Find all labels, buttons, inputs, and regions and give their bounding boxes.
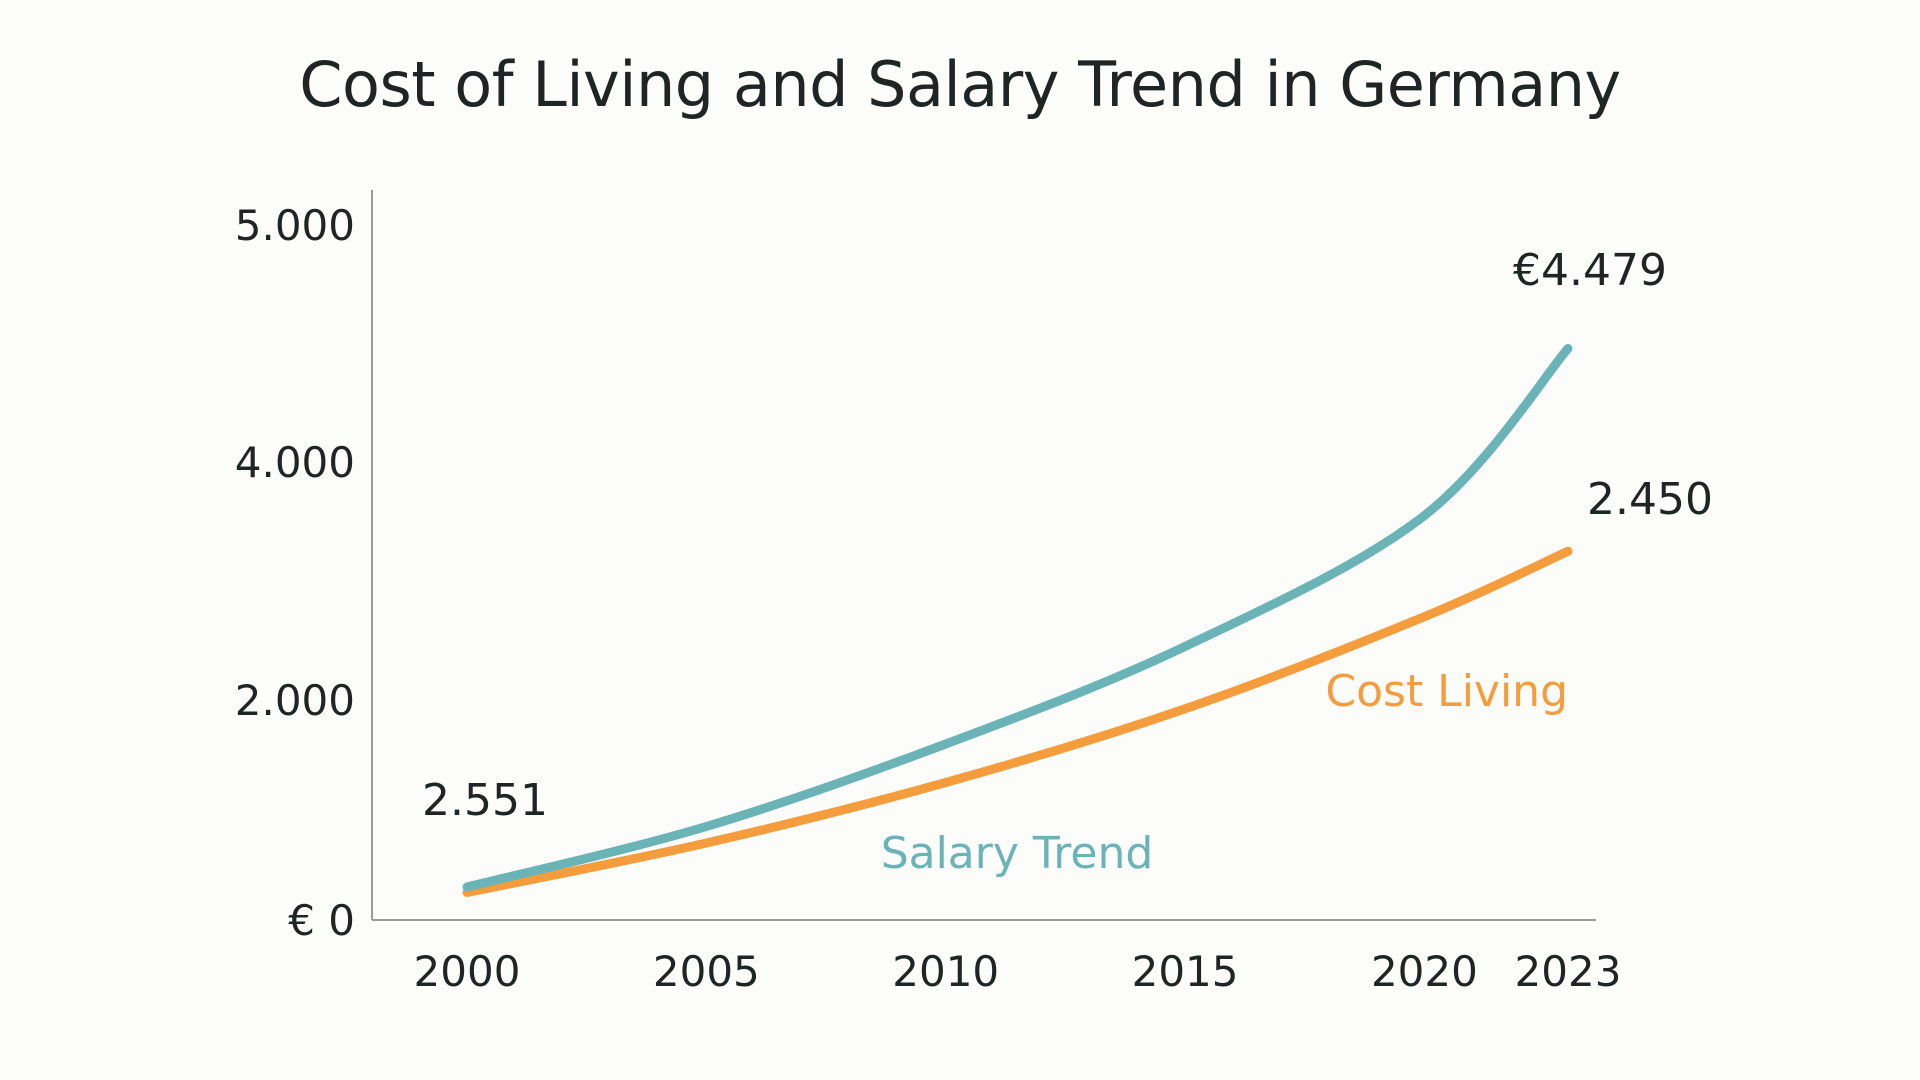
cost-living-line bbox=[462, 546, 1573, 897]
y-tick-label: 4.000 bbox=[235, 438, 355, 487]
x-tick-label: 2015 bbox=[1132, 947, 1239, 996]
salary-trend-line bbox=[462, 343, 1573, 892]
x-tick-label: 2005 bbox=[653, 947, 760, 996]
x-tick-label: 2010 bbox=[892, 947, 999, 996]
salary-end-value-label: €4.479 bbox=[1513, 245, 1667, 296]
x-tick-label: 2023 bbox=[1515, 947, 1622, 996]
x-axis-ticks: 2000 2005 2010 2015 2020 2023 bbox=[414, 947, 1622, 996]
cost-living-series-label: Cost Living bbox=[1325, 666, 1568, 717]
salary-trend-series-label: Salary Trend bbox=[881, 828, 1154, 879]
cost-end-value-label: 2.450 bbox=[1587, 474, 1713, 525]
y-tick-label: 2.000 bbox=[235, 676, 355, 725]
y-tick-label: 5.000 bbox=[235, 201, 355, 250]
start-value-label: 2.551 bbox=[422, 775, 548, 826]
chart-title: Cost of Living and Salary Trend in Germa… bbox=[299, 48, 1621, 121]
series-lines bbox=[462, 343, 1573, 897]
x-tick-label: 2000 bbox=[414, 947, 521, 996]
x-tick-label: 2020 bbox=[1371, 947, 1478, 996]
value-labels: Salary Trend Cost Living 2.551 €4.479 2.450 bbox=[422, 245, 1713, 879]
chart-axes bbox=[371, 190, 1596, 921]
y-tick-label: € 0 bbox=[288, 896, 355, 945]
y-axis-ticks: € 0 2.000 4.000 5.000 bbox=[235, 201, 355, 945]
